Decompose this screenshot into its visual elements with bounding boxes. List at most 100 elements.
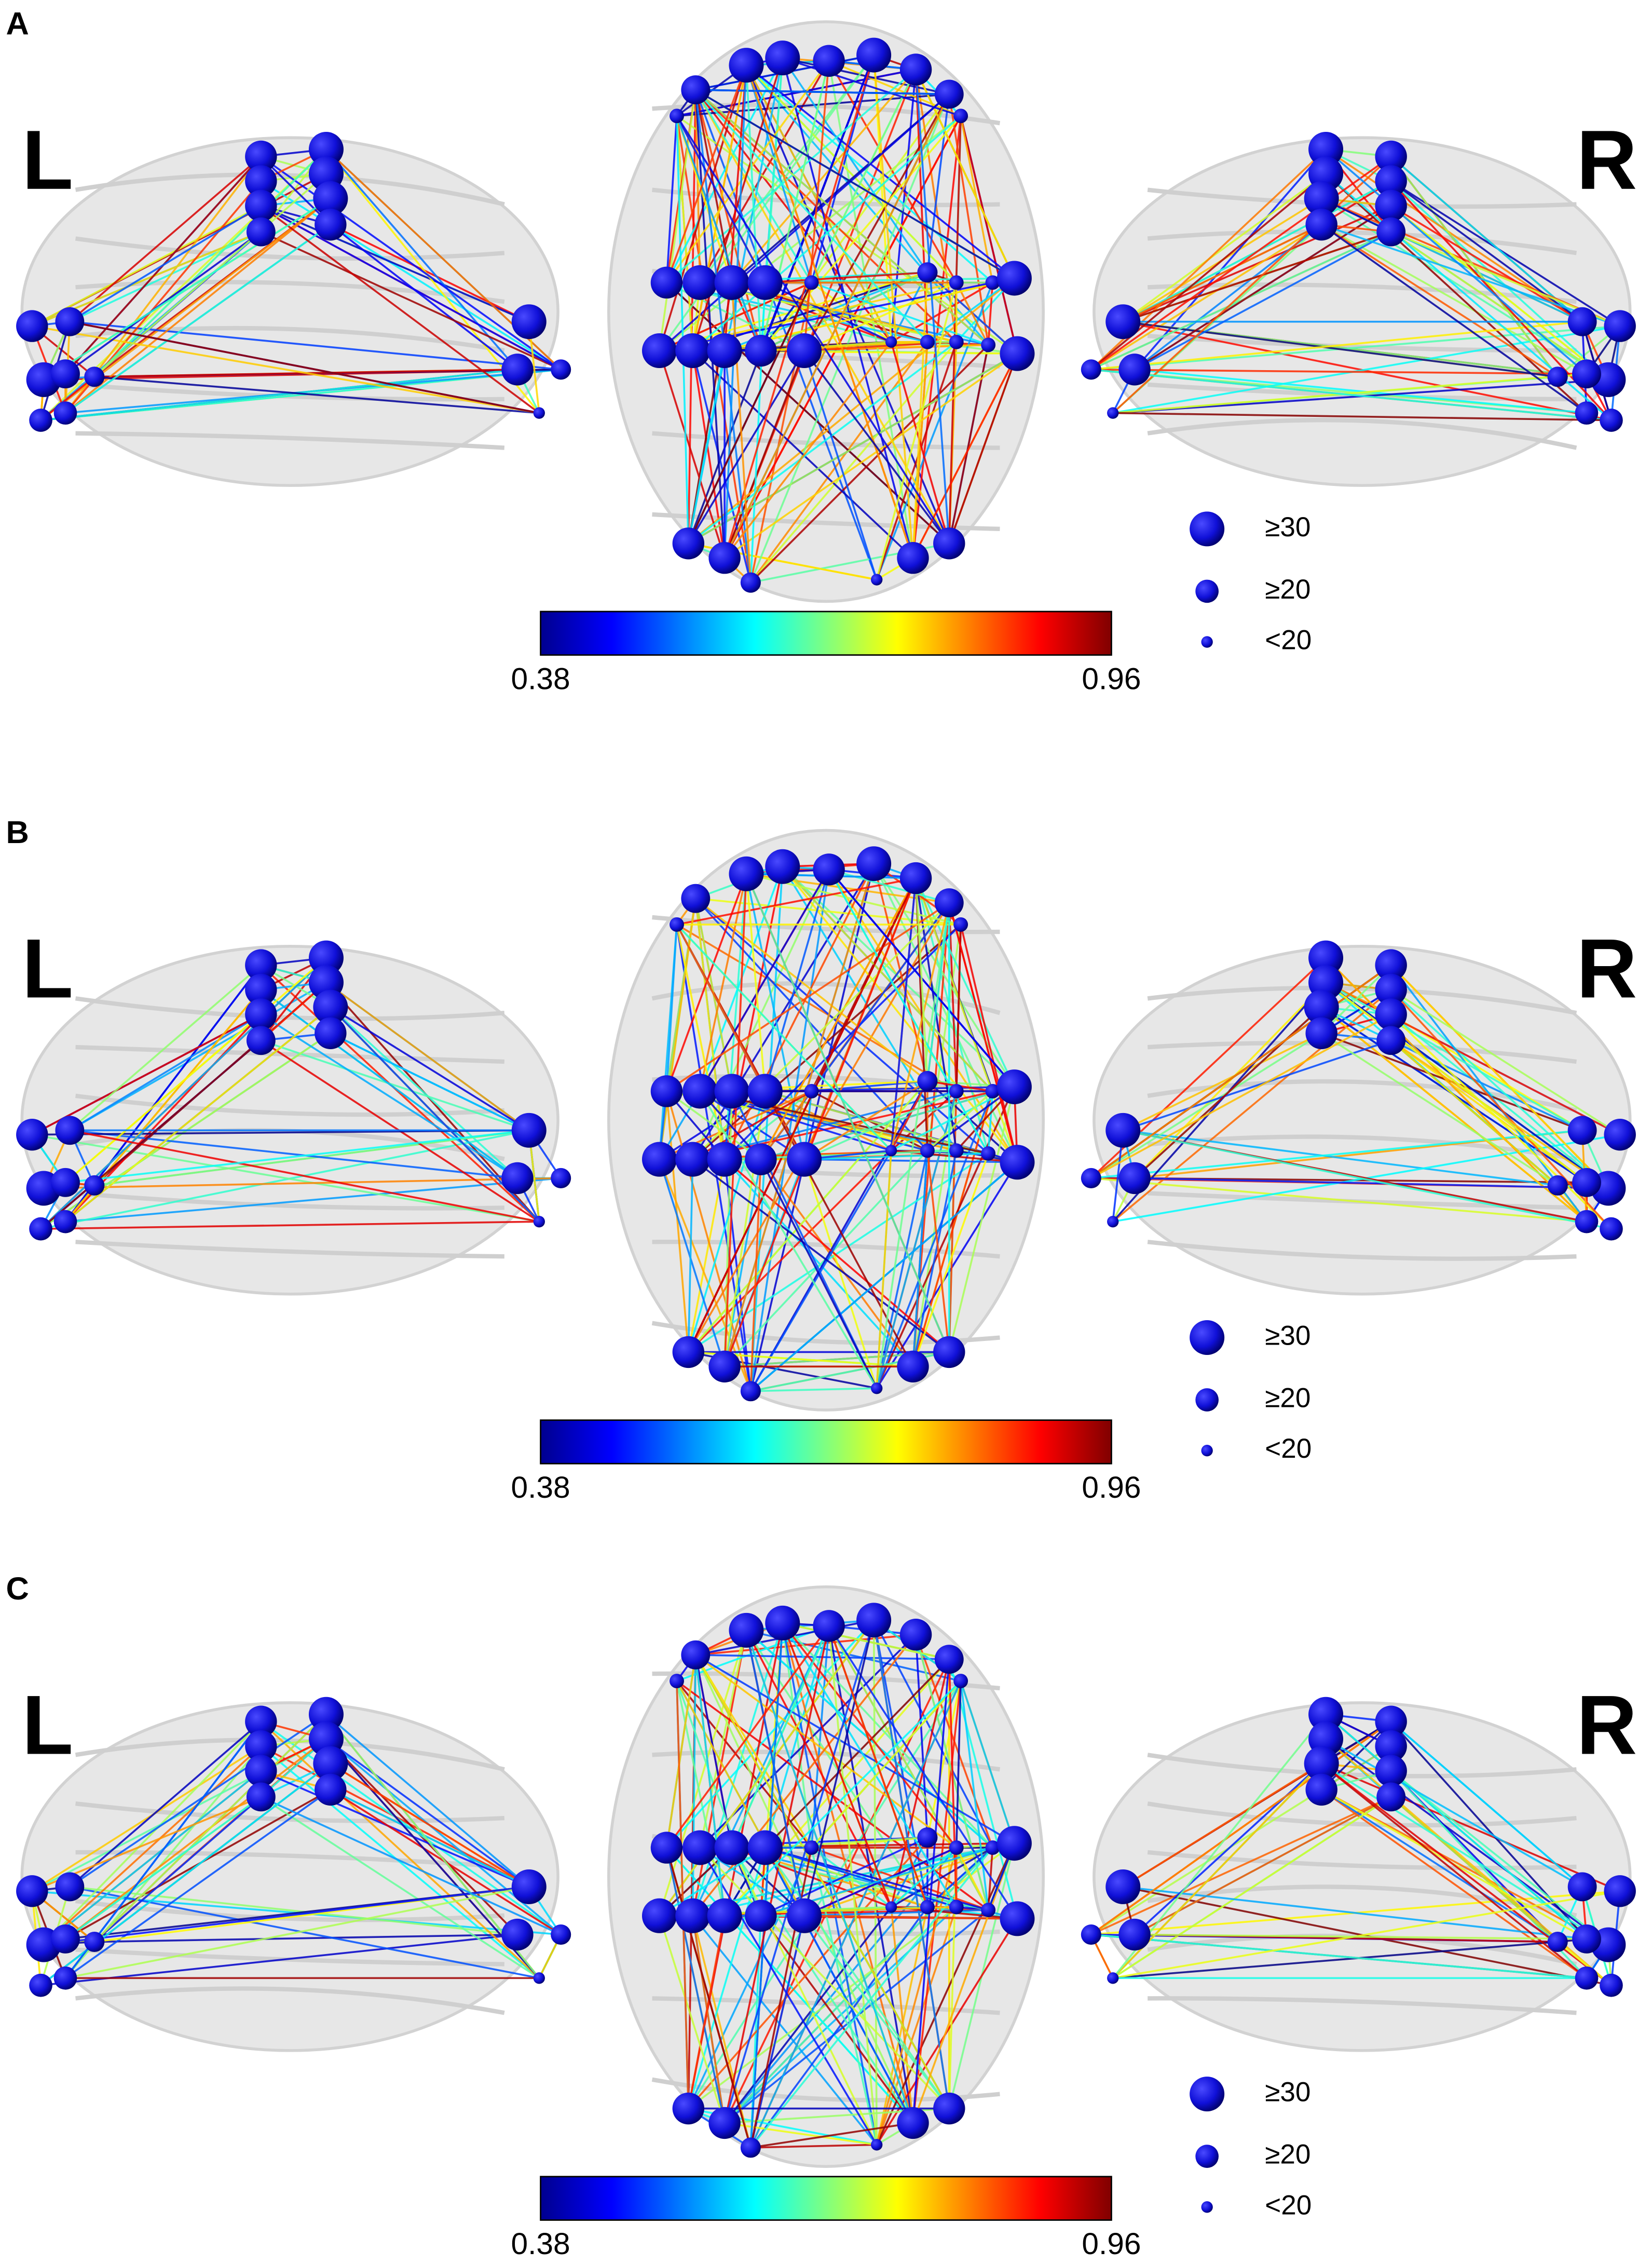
edge — [261, 230, 562, 371]
node — [1547, 367, 1568, 387]
edge — [330, 1006, 518, 1179]
edge — [745, 1630, 892, 1908]
node — [1105, 1869, 1141, 1904]
edge — [912, 1153, 989, 1367]
edge — [926, 902, 950, 1081]
colorbar-max: 0.96 — [1082, 2227, 1141, 2261]
edge — [749, 1159, 762, 1391]
edge — [828, 60, 958, 283]
edge — [687, 282, 813, 544]
edge — [658, 1159, 726, 1367]
edge — [1390, 1013, 1612, 1230]
edge — [94, 375, 539, 414]
node — [740, 572, 761, 593]
node — [747, 1830, 783, 1865]
node — [501, 1162, 534, 1195]
edge — [1321, 1762, 1609, 1946]
edge — [325, 1713, 530, 1888]
edge — [1321, 1788, 1559, 1943]
edge — [665, 1654, 697, 1848]
edge — [695, 89, 1015, 279]
brain-gyrus — [75, 1191, 504, 1211]
node — [1567, 1116, 1597, 1145]
edge — [876, 1842, 1016, 2146]
edge — [745, 65, 762, 351]
node — [29, 1217, 52, 1241]
brain-gyrus — [75, 431, 505, 450]
edge — [32, 325, 540, 414]
edge — [745, 64, 958, 283]
brain-gyrus — [652, 1239, 1000, 1259]
node — [1375, 189, 1407, 222]
node — [949, 1900, 964, 1915]
node — [246, 1026, 276, 1055]
node — [1107, 407, 1119, 419]
edge — [70, 1129, 540, 1223]
edge — [926, 1090, 993, 1151]
edge — [723, 1625, 830, 2123]
node — [51, 1168, 80, 1197]
edge — [676, 877, 916, 926]
edge — [658, 898, 697, 1160]
edge — [803, 1847, 957, 1917]
node — [813, 853, 845, 886]
edge — [914, 1634, 929, 1838]
node — [981, 337, 996, 352]
node — [934, 1645, 964, 1674]
edge — [1122, 224, 1322, 323]
edge — [69, 1720, 262, 1888]
edge — [695, 89, 989, 346]
node — [53, 1210, 77, 1233]
edge — [694, 90, 701, 283]
node — [672, 527, 705, 560]
edge — [750, 344, 989, 584]
edge — [890, 1659, 950, 1907]
edge — [692, 1086, 1015, 1160]
edge — [691, 1654, 697, 1916]
node — [1375, 140, 1407, 173]
brain-gyrus — [1147, 1041, 1577, 1064]
edge — [745, 1630, 929, 1908]
edge — [691, 350, 752, 583]
edge — [1325, 1713, 1588, 1940]
edge — [1390, 989, 1621, 1136]
edge — [695, 1654, 1015, 1844]
edge — [676, 115, 766, 283]
edge — [65, 1886, 529, 1979]
node — [641, 333, 677, 369]
edge — [261, 1770, 529, 1888]
brain-gyrus — [75, 1986, 505, 2015]
edge — [948, 902, 1018, 1163]
node — [650, 1832, 683, 1864]
node — [1118, 1918, 1151, 1951]
node — [1118, 1162, 1151, 1195]
legend-node — [1201, 636, 1213, 648]
edge — [890, 342, 950, 544]
node — [953, 108, 968, 124]
edge — [1390, 180, 1621, 327]
edge — [691, 65, 747, 351]
edge — [723, 341, 892, 559]
edge — [691, 1630, 747, 1916]
colorbar-min: 0.38 — [511, 2227, 570, 2261]
edge — [330, 224, 518, 371]
edge — [325, 1738, 530, 1888]
edge — [828, 869, 989, 1154]
edge — [890, 272, 929, 343]
hemisphere-label: R — [1576, 113, 1637, 207]
edge — [810, 69, 917, 283]
edge — [687, 350, 805, 544]
node — [1567, 1872, 1597, 1902]
edge — [687, 877, 917, 1353]
edge — [665, 1847, 752, 2148]
node — [315, 208, 347, 241]
edge — [764, 869, 830, 1092]
node — [871, 574, 883, 586]
node — [675, 1898, 711, 1933]
edge — [1321, 1006, 1588, 1223]
edge — [692, 1158, 950, 1353]
edge — [926, 1150, 950, 1352]
edge — [811, 1680, 962, 1849]
node — [313, 1746, 348, 1781]
